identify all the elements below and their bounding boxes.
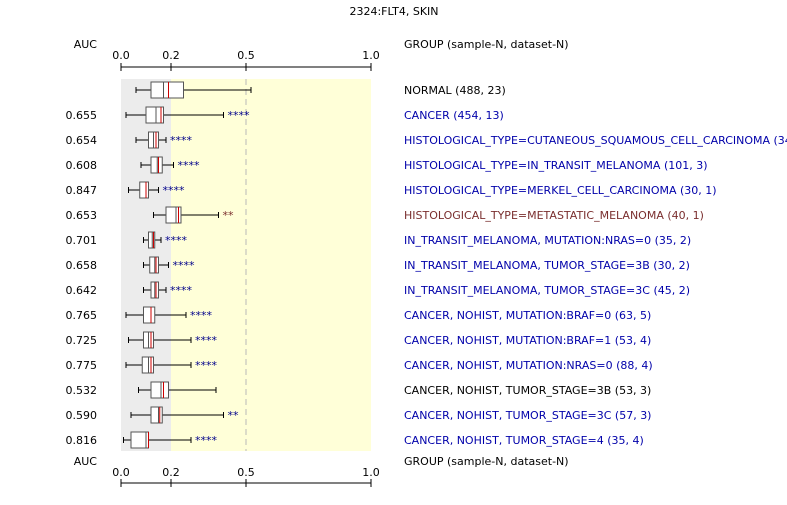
box-1 [145, 106, 164, 124]
group-label-10: CANCER, NOHIST, MUTATION:BRAF=1 (53, 4) [404, 334, 651, 347]
shaded-regions [121, 79, 371, 451]
row-2: **** 0.654 HISTOLOGICAL_TYPE=CUTANEOUS_SQU… [66, 131, 787, 149]
row-3: **** 0.608 HISTOLOGICAL_TYPE=IN_TRANSIT_ME… [66, 156, 708, 174]
row-13: ** 0.590 CANCER, NOHIST, TUMOR_STAGE=3C (5… [66, 406, 651, 424]
significance-stars-5: ** [223, 209, 235, 222]
significance-stars-9: **** [190, 309, 213, 322]
group-label-1: CANCER (454, 13) [404, 109, 504, 122]
group-label-4: HISTOLOGICAL_TYPE=MERKEL_CELL_CARCINOMA … [404, 184, 717, 197]
auc-value-3: 0.608 [66, 159, 98, 172]
x-axes: 0.0 0.2 0.5 1.0 0.0 0.2 0.5 1.0 [112, 49, 380, 487]
significance-stars-13: ** [228, 409, 240, 422]
row-9: **** 0.765 CANCER, NOHIST, MUTATION:BRAF=0… [66, 306, 651, 324]
box-7 [149, 256, 159, 274]
row-11: **** 0.775 CANCER, NOHIST, MUTATION:NRAS=0… [66, 356, 653, 374]
box-6 [148, 231, 156, 249]
row-0: NORMAL (488, 23) [135, 81, 506, 99]
auc-value-9: 0.765 [66, 309, 98, 322]
group-label-0: NORMAL (488, 23) [404, 84, 506, 97]
significance-stars-10: **** [195, 334, 218, 347]
row-8: **** 0.642 IN_TRANSIT_MELANOMA, TUMOR_STAG… [66, 281, 690, 299]
chart-title: 2324:FLT4, SKIN [349, 5, 438, 18]
group-label-11: CANCER, NOHIST, MUTATION:NRAS=0 (88, 4) [404, 359, 653, 372]
row-6: **** 0.701 IN_TRANSIT_MELANOMA, MUTATION:N… [66, 231, 691, 249]
auc-value-6: 0.701 [66, 234, 98, 247]
box-13 [150, 406, 163, 424]
group-header-top: GROUP (sample-N, dataset-N) [404, 38, 569, 51]
group-label-2: HISTOLOGICAL_TYPE=CUTANEOUS_SQUAMOUS_CEL… [404, 134, 787, 147]
group-label-5: HISTOLOGICAL_TYPE=METASTATIC_MELANOMA (4… [404, 209, 704, 222]
group-label-14: CANCER, NOHIST, TUMOR_STAGE=4 (35, 4) [404, 434, 644, 447]
auc-value-5: 0.653 [66, 209, 98, 222]
auc-header-bottom: AUC [74, 455, 98, 468]
row-7: **** 0.658 IN_TRANSIT_MELANOMA, TUMOR_STAG… [66, 256, 690, 274]
significance-stars-1: **** [228, 109, 251, 122]
group-label-13: CANCER, NOHIST, TUMOR_STAGE=3C (57, 3) [404, 409, 651, 422]
significance-stars-4: **** [163, 184, 186, 197]
row-5: ** 0.653 HISTOLOGICAL_TYPE=METASTATIC_MELA… [66, 206, 704, 224]
significance-stars-11: **** [195, 359, 218, 372]
significance-stars-7: **** [173, 259, 196, 272]
auc-value-7: 0.658 [66, 259, 98, 272]
x-tick-label-bottom-2: 0.5 [237, 466, 255, 479]
auc-value-13: 0.590 [66, 409, 98, 422]
significance-stars-2: **** [170, 134, 193, 147]
auc-value-4: 0.847 [66, 184, 98, 197]
row-10: **** 0.725 CANCER, NOHIST, MUTATION:BRAF=1… [66, 331, 651, 349]
x-tick-label-bottom-1: 0.2 [162, 466, 180, 479]
x-tick-label-top-3: 1.0 [362, 49, 380, 62]
box-9 [143, 306, 156, 324]
x-tick-label-top-0: 0.0 [112, 49, 130, 62]
auc-value-8: 0.642 [66, 284, 98, 297]
row-1: **** 0.655 CANCER (454, 13) [66, 106, 504, 124]
group-header-bottom: GROUP (sample-N, dataset-N) [404, 455, 569, 468]
auc-value-1: 0.655 [66, 109, 98, 122]
x-tick-label-top-2: 0.5 [237, 49, 255, 62]
group-label-6: IN_TRANSIT_MELANOMA, MUTATION:NRAS=0 (35… [404, 234, 691, 247]
box-11 [141, 356, 154, 374]
x-tick-label-bottom-3: 1.0 [362, 466, 380, 479]
shaded-region-1 [171, 79, 371, 451]
group-label-7: IN_TRANSIT_MELANOMA, TUMOR_STAGE=3B (30,… [404, 259, 690, 272]
box-12 [150, 381, 169, 399]
auc-header-top: AUC [74, 38, 98, 51]
row-4: **** 0.847 HISTOLOGICAL_TYPE=MERKEL_CELL_C… [66, 181, 717, 199]
significance-stars-8: **** [170, 284, 193, 297]
box-4 [139, 181, 149, 199]
auc-value-11: 0.775 [66, 359, 98, 372]
group-label-12: CANCER, NOHIST, TUMOR_STAGE=3B (53, 3) [404, 384, 651, 397]
significance-stars-3: **** [178, 159, 201, 172]
significance-stars-6: **** [165, 234, 188, 247]
x-tick-label-bottom-0: 0.0 [112, 466, 130, 479]
group-label-8: IN_TRANSIT_MELANOMA, TUMOR_STAGE=3C (45,… [404, 284, 690, 297]
box-3 [150, 156, 163, 174]
box-0 [150, 81, 184, 99]
row-14: **** 0.816 CANCER, NOHIST, TUMOR_STAGE=4 (… [66, 431, 644, 449]
significance-stars-14: **** [195, 434, 218, 447]
auc-value-10: 0.725 [66, 334, 98, 347]
row-12: 0.532 CANCER, NOHIST, TUMOR_STAGE=3B (53,… [66, 381, 651, 399]
auc-value-2: 0.654 [66, 134, 98, 147]
group-label-3: HISTOLOGICAL_TYPE=IN_TRANSIT_MELANOMA (1… [404, 159, 708, 172]
group-label-9: CANCER, NOHIST, MUTATION:BRAF=0 (63, 5) [404, 309, 651, 322]
box-5 [165, 206, 182, 224]
x-tick-label-top-1: 0.2 [162, 49, 180, 62]
auc-value-14: 0.816 [66, 434, 98, 447]
boxplot-rows: NORMAL (488, 23)****0.655 CANCER (454, 13… [66, 81, 787, 449]
auc-value-12: 0.532 [66, 384, 98, 397]
